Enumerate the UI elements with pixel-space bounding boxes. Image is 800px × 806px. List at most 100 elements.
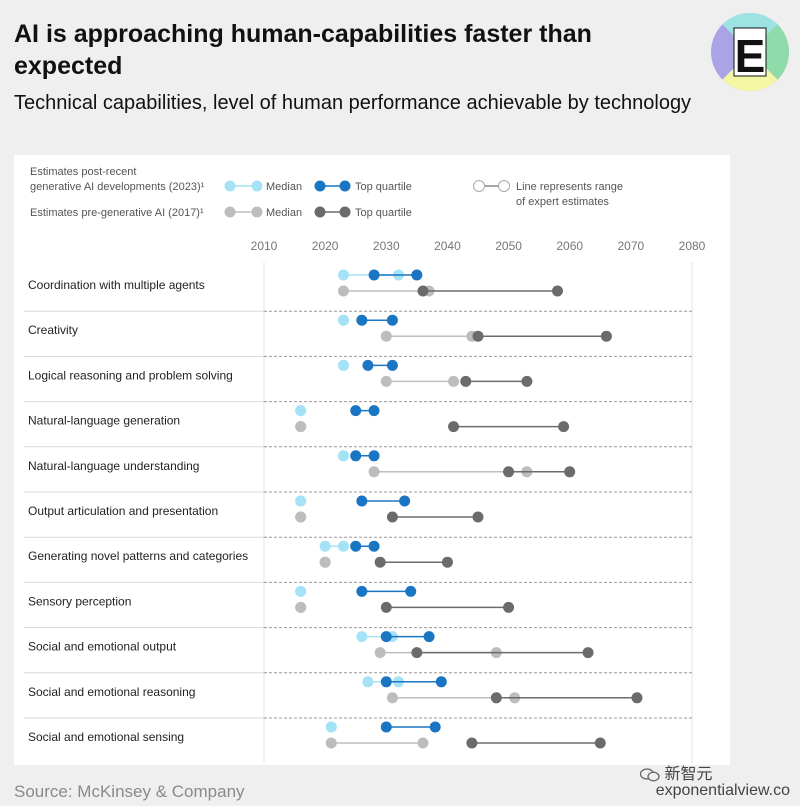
pre-top-quartile-dot xyxy=(594,737,606,749)
post-top-quartile-dot xyxy=(380,676,392,688)
x-tick-label: 2080 xyxy=(679,239,706,253)
pre-median-dot xyxy=(448,375,460,387)
chart-row: Natural-language understanding xyxy=(28,450,576,478)
legend-pre-top-dot xyxy=(339,206,351,218)
post-top-quartile-dot xyxy=(405,585,417,597)
pre-top-quartile-dot xyxy=(411,647,423,659)
row-label: Social and emotional sensing xyxy=(28,730,184,744)
post-top-quartile-dot xyxy=(368,269,380,281)
post-top-quartile-dot xyxy=(368,540,380,552)
pre-top-quartile-dot xyxy=(466,737,478,749)
post-top-quartile-dot xyxy=(362,359,374,371)
chart-row: Social and emotional output xyxy=(28,631,594,659)
pre-median-dot xyxy=(295,601,307,613)
pre-median-dot xyxy=(374,647,386,659)
legend-post-label-line1: Estimates post-recent xyxy=(30,166,136,178)
legend-pre-median-label: Median xyxy=(266,207,302,219)
pre-median-dot xyxy=(325,737,337,749)
legend-range-label-line2: of expert estimates xyxy=(516,196,609,208)
pre-top-quartile-dot xyxy=(631,692,643,704)
post-median-dot xyxy=(295,405,307,417)
legend-post-median-dot xyxy=(224,180,236,192)
pre-top-quartile-dot xyxy=(380,601,392,613)
chart-row: Generating novel patterns and categories xyxy=(28,540,453,568)
post-median-dot xyxy=(337,269,349,281)
chart-row: Social and emotional reasoning xyxy=(28,676,643,704)
legend-pre-median-dot xyxy=(251,206,263,218)
post-top-quartile-dot xyxy=(356,495,368,507)
post-median-dot xyxy=(356,631,368,643)
legend-post-median-label: Median xyxy=(266,181,302,193)
row-label: Natural-language understanding xyxy=(28,459,199,473)
pre-top-quartile-dot xyxy=(521,375,533,387)
post-top-quartile-dot xyxy=(386,359,398,371)
post-top-quartile-dot xyxy=(350,450,362,462)
pre-median-dot xyxy=(337,285,349,297)
pre-median-dot xyxy=(386,692,398,704)
pre-top-quartile-dot xyxy=(448,421,460,433)
x-tick-label: 2040 xyxy=(434,239,461,253)
chart-rows: Coordination with multiple agents Creativ… xyxy=(28,269,643,749)
chart-row: Creativity xyxy=(28,314,612,342)
post-top-quartile-dot xyxy=(350,405,362,417)
post-median-dot xyxy=(362,676,374,688)
legend-post-top-label: Top quartile xyxy=(355,181,412,193)
post-top-quartile-dot xyxy=(356,314,368,326)
legend-post-top-dot xyxy=(314,180,326,192)
pre-median-dot xyxy=(295,421,307,433)
post-median-dot xyxy=(295,585,307,597)
gridlines xyxy=(24,262,693,764)
source-note: Source: McKinsey & Company xyxy=(14,782,245,801)
wechat-watermark: 新智元 xyxy=(640,760,712,784)
post-top-quartile-dot xyxy=(380,631,392,643)
row-label: Generating novel patterns and categories xyxy=(28,549,248,563)
post-top-quartile-dot xyxy=(368,450,380,462)
x-tick-label: 2070 xyxy=(618,239,645,253)
legend-post-median-dot xyxy=(251,180,263,192)
pre-top-quartile-dot xyxy=(558,421,570,433)
pre-median-dot xyxy=(380,330,392,342)
x-tick-label: 2050 xyxy=(495,239,522,253)
pre-top-quartile-dot xyxy=(374,556,386,568)
pre-top-quartile-dot xyxy=(582,647,594,659)
chart-row: Natural-language generation xyxy=(28,405,570,433)
row-label: Logical reasoning and problem solving xyxy=(28,368,233,382)
pre-median-dot xyxy=(368,466,380,478)
pre-top-quartile-dot xyxy=(564,466,576,478)
x-tick-label: 2020 xyxy=(312,239,339,253)
legend-range-label-line1: Line represents range xyxy=(516,181,623,193)
legend-pre-label: Estimates pre-generative AI (2017)¹ xyxy=(30,207,204,219)
row-label: Creativity xyxy=(28,323,78,337)
x-tick-label: 2010 xyxy=(251,239,278,253)
logo-letter: E xyxy=(735,30,766,82)
pre-top-quartile-dot xyxy=(460,375,472,387)
post-median-dot xyxy=(325,721,337,733)
legend-pre-median-dot xyxy=(224,206,236,218)
exponential-view-logo-icon: E xyxy=(711,13,789,91)
row-label: Social and emotional reasoning xyxy=(28,685,195,699)
post-top-quartile-dot xyxy=(429,721,441,733)
dumbbell-chart: Estimates post-recent generative AI deve… xyxy=(24,166,706,764)
chart-row: Social and emotional sensing xyxy=(28,721,606,749)
pre-median-dot xyxy=(380,375,392,387)
row-label: Output articulation and presentation xyxy=(28,504,218,518)
legend-pre-top-dot xyxy=(314,206,326,218)
chart-row: Output articulation and presentation xyxy=(28,495,484,523)
legend-pre-top-label: Top quartile xyxy=(355,207,412,219)
pre-median-dot xyxy=(417,737,429,749)
wechat-icon xyxy=(640,768,660,782)
pre-top-quartile-dot xyxy=(386,511,398,523)
chart-subtitle: Technical capabilities, level of human p… xyxy=(14,92,692,114)
legend-range-dot xyxy=(473,180,485,192)
site-url: exponentialview.co xyxy=(655,782,790,799)
post-median-dot xyxy=(337,314,349,326)
legend-range-dot xyxy=(498,180,510,192)
pre-top-quartile-dot xyxy=(503,601,515,613)
post-median-dot xyxy=(337,359,349,371)
chart-title: AI is approaching human-capabilities fas… xyxy=(14,20,592,80)
chart-row: Coordination with multiple agents xyxy=(28,269,563,297)
chart-row: Sensory perception xyxy=(28,585,515,613)
pre-median-dot xyxy=(319,556,331,568)
chart-row: Logical reasoning and problem solving xyxy=(28,359,533,387)
row-label: Coordination with multiple agents xyxy=(28,278,205,292)
